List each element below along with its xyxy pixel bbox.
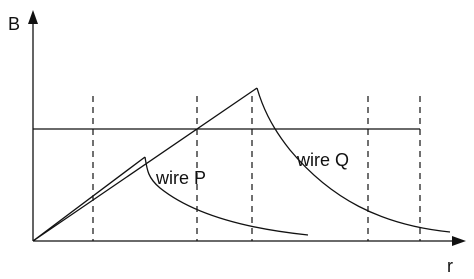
wire-p-outside [144, 156, 309, 236]
x-axis-label: r [447, 256, 453, 276]
wire-q-label: wire Q [296, 150, 349, 170]
wire-p-inside [32, 156, 146, 242]
wire-q-outside [256, 87, 451, 233]
y-axis-label: B [8, 14, 20, 34]
x-arrow [452, 236, 466, 246]
wire-p-label: wire P [155, 168, 206, 188]
wire-q-inside [32, 87, 258, 242]
y-arrow [28, 10, 38, 24]
